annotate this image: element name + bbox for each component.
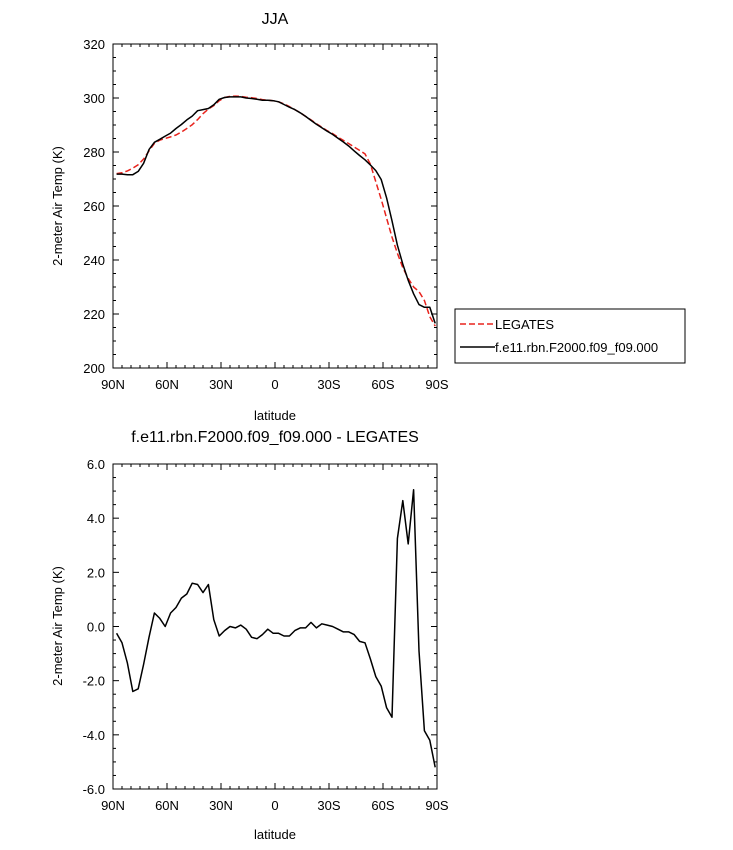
y-tick-label: 4.0 [87,511,105,526]
x-tick-label: 30N [209,377,233,392]
y-tick-label: 260 [83,199,105,214]
legend-box [454,308,686,364]
y-tick-label: 2.0 [87,565,105,580]
x-tick-label: 30S [317,798,340,813]
x-tick-label: 30S [317,377,340,392]
chart-title: f.e11.rbn.F2000.f09_f09.000 - LEGATES [131,429,419,446]
y-tick-label: 320 [83,37,105,52]
y-tick-label: -6.0 [83,782,105,797]
x-tick-label: 60S [371,798,394,813]
y-tick-label: 0.0 [87,620,105,635]
x-axis-label: latitude [254,827,296,842]
x-tick-label: 60S [371,377,394,392]
ticks: 90N 60N 30N 0 30S 60S 90S 200 220 240 260 280 300 320 [83,37,449,392]
x-tick-label: 90S [425,377,448,392]
series-line-0 [115,488,436,768]
chart-title: JJA [262,11,289,28]
series-lines [116,95,436,327]
series-lines [115,488,436,768]
y-tick-label: -4.0 [83,728,105,743]
temperature-panel: JJA latitude 2-meter Air Temp (K) 90N 60N… [50,11,449,423]
legend-label-legates: LEGATES [495,317,554,332]
x-tick-label: 90S [425,798,448,813]
ticks: 90N 60N 30N 0 30S 60S 90S -6.0 -4.0 -2.0 0.0 2.0 4.0… [83,457,449,813]
series-line-1 [116,96,436,324]
x-tick-label: 90N [101,798,125,813]
y-tick-label: -2.0 [83,674,105,689]
legend-label-model: f.e11.rbn.F2000.f09_f09.000 [495,340,658,355]
y-tick-label: 280 [83,145,105,160]
y-axis-label: 2-meter Air Temp (K) [50,566,65,686]
plot-frame [112,43,438,369]
y-tick-label: 240 [83,253,105,268]
series-line-0 [116,95,436,327]
x-axis-label: latitude [254,408,296,423]
x-tick-label: 60N [155,377,179,392]
x-tick-label: 60N [155,798,179,813]
x-tick-label: 0 [271,798,278,813]
y-axis-label: 2-meter Air Temp (K) [50,146,65,266]
difference-panel: f.e11.rbn.F2000.f09_f09.000 - LEGATES la… [50,429,449,842]
x-tick-label: 30N [209,798,233,813]
x-tick-label: 90N [101,377,125,392]
y-tick-label: 6.0 [87,457,105,472]
legend: LEGATES f.e11.rbn.F2000.f09_f09.000 [454,308,686,364]
plot-frame [112,463,438,790]
y-tick-label: 220 [83,307,105,322]
x-tick-label: 0 [271,377,278,392]
y-tick-label: 300 [83,91,105,106]
y-tick-label: 200 [83,361,105,376]
